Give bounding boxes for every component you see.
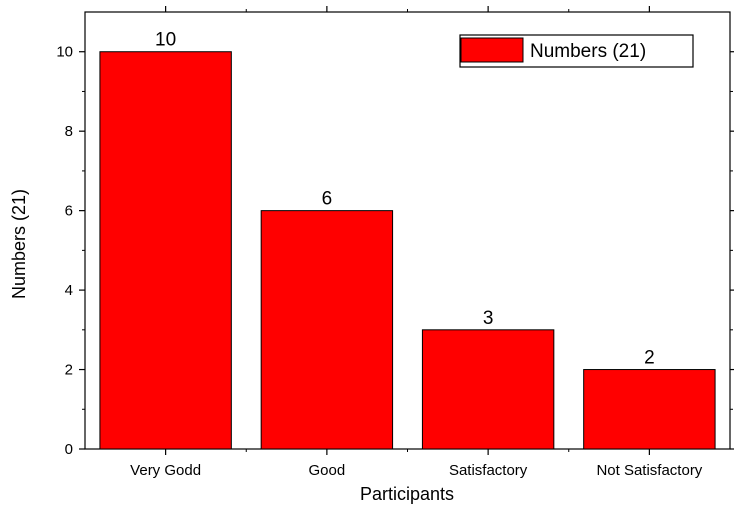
legend: Numbers (21) xyxy=(459,34,694,68)
data-label: 6 xyxy=(322,189,333,210)
bars-group xyxy=(99,51,716,450)
data-label: 3 xyxy=(483,308,494,329)
y-tick-label-10: 10 xyxy=(56,44,73,61)
data-label: 2 xyxy=(644,348,655,369)
bar-not-satisfactory xyxy=(583,369,716,450)
y-tick-label-8: 8 xyxy=(65,123,73,140)
y-tick-label-4: 4 xyxy=(65,282,73,299)
data-label: 10 xyxy=(155,30,176,51)
x-tick-label: Very Godd xyxy=(130,462,201,479)
y-tick-label-2: 2 xyxy=(65,362,73,379)
data-labels-group: 10 6 3 2 xyxy=(155,30,655,369)
bar-very-godd xyxy=(99,51,232,450)
x-tick-label: Good xyxy=(309,462,346,479)
x-tick-label: Not Satisfactory xyxy=(596,462,702,479)
legend-label: Numbers (21) xyxy=(530,41,646,62)
bar-good xyxy=(260,210,394,450)
y-tick-label-6: 6 xyxy=(65,203,73,220)
axis-ticks: 0 2 4 6 8 10 Very Godd Good Satisfactory Not Sati… xyxy=(56,6,734,479)
legend-swatch xyxy=(460,37,524,63)
y-tick-label-0: 0 xyxy=(65,441,73,458)
bar-satisfactory xyxy=(421,329,555,450)
y-axis-title: Numbers (21) xyxy=(9,189,29,299)
x-axis-title: Participants xyxy=(360,484,454,504)
x-tick-label: Satisfactory xyxy=(449,462,528,479)
